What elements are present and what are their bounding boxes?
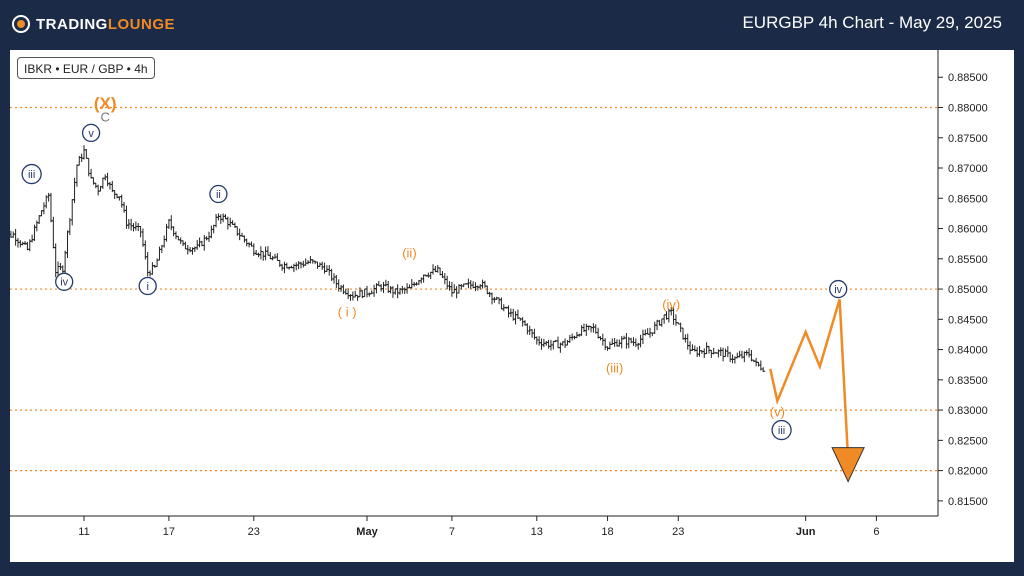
wave-label: iii — [28, 169, 35, 181]
wave-label: iv — [834, 284, 842, 296]
y-tick-label: 0.83500 — [948, 375, 988, 387]
y-tick-label: 0.86500 — [948, 193, 988, 205]
wave-label-circle — [55, 272, 74, 291]
wave-label-circle — [81, 123, 101, 143]
x-tick-label: 18 — [601, 526, 613, 538]
brand-logo: TRADINGLOUNGE — [12, 12, 175, 36]
y-tick-label: 0.82000 — [948, 466, 988, 478]
wave-label: (ii) — [402, 245, 416, 260]
y-tick-label: 0.85500 — [948, 254, 988, 266]
wave-label: v — [88, 128, 94, 140]
y-tick-label: 0.86000 — [948, 224, 988, 236]
y-tick-label: 0.81500 — [948, 496, 988, 508]
logo-text: TRADINGLOUNGE — [36, 15, 175, 33]
wave-label: (iv) — [662, 297, 680, 312]
x-tick-label: 11 — [78, 526, 89, 538]
y-tick-label: 0.83000 — [948, 405, 988, 417]
chart-title: EURGBP 4h Chart - May 29, 2025 — [742, 13, 1002, 32]
y-tick-label: 0.88500 — [948, 72, 988, 84]
chart-panel[interactable]: 0.88500 0.88000 0.87500 0.87000 0.86500 0.860… — [10, 50, 1014, 562]
y-tick-label: 0.85000 — [948, 284, 988, 296]
x-tick-label: 7 — [449, 526, 455, 538]
wave-label: (v) — [770, 405, 785, 420]
projection-line — [769, 298, 841, 406]
x-tick-label: 13 — [531, 526, 543, 538]
projection-final-leg — [838, 299, 850, 460]
wave-label: i — [146, 281, 148, 293]
y-tick-label: 0.87000 — [948, 163, 988, 175]
y-tick-label: 0.88000 — [948, 102, 988, 114]
x-tick-label: 23 — [672, 526, 684, 538]
x-tick-label: May — [356, 526, 378, 538]
wave-label-circle — [138, 276, 157, 296]
projection-arrow-head — [831, 447, 865, 483]
wave-label-circle — [21, 163, 42, 185]
logo-icon — [12, 15, 30, 33]
wave-label: ii — [216, 189, 221, 201]
wave-label: ( i ) — [338, 305, 357, 320]
symbol-label[interactable]: IBKR • EUR / GBP • 4h — [17, 57, 155, 79]
wave-label: (iii) — [606, 360, 623, 375]
wave-label: iv — [60, 277, 68, 289]
wave-label: iii — [778, 425, 785, 437]
wave-label-circle — [209, 184, 228, 204]
wave-label-circle — [771, 419, 792, 441]
wave-label: C — [101, 109, 110, 124]
y-tick-label: 0.82500 — [948, 435, 988, 447]
price-chart[interactable]: 0.88500 0.88000 0.87500 0.87000 0.86500 0.860… — [10, 50, 1014, 562]
price-bars — [10, 145, 766, 373]
header-bar: TRADINGLOUNGE EURGBP 4h Chart - May 29, … — [0, 0, 1024, 48]
x-tick-label: Jun — [796, 526, 816, 538]
wave-label: (X) — [94, 94, 117, 113]
x-tick-label: 23 — [248, 526, 260, 538]
x-tick-label: 17 — [163, 526, 175, 538]
y-tick-label: 0.84000 — [948, 345, 988, 357]
y-tick-label: 0.87500 — [948, 133, 988, 145]
wave-label-circle — [829, 279, 848, 299]
y-tick-label: 0.84500 — [948, 314, 988, 326]
x-tick-label: 6 — [873, 526, 879, 538]
